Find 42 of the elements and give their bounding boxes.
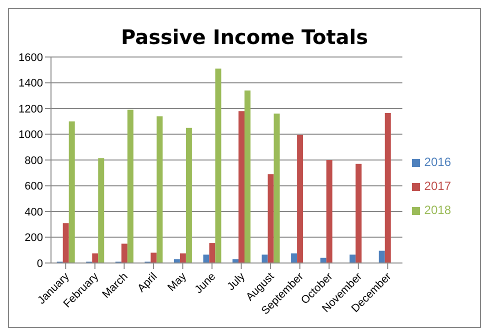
bar bbox=[297, 134, 304, 263]
y-tick-label: 0 bbox=[36, 258, 43, 270]
bar bbox=[326, 160, 332, 263]
y-tick-label: 200 bbox=[24, 232, 43, 244]
bar bbox=[180, 253, 186, 263]
bar bbox=[232, 259, 239, 263]
bar bbox=[174, 259, 180, 263]
bar bbox=[244, 90, 251, 263]
bar bbox=[150, 252, 157, 263]
x-tick-label: May bbox=[166, 270, 190, 294]
y-tick-label: 1600 bbox=[18, 52, 43, 64]
bar bbox=[186, 128, 192, 263]
y-tick-label: 800 bbox=[24, 154, 43, 167]
y-tick-label: 1400 bbox=[18, 78, 43, 90]
x-tick-label: July bbox=[225, 270, 248, 293]
y-tick-label: 600 bbox=[24, 180, 43, 193]
bar bbox=[291, 253, 298, 263]
bar bbox=[156, 116, 163, 263]
bar bbox=[350, 254, 356, 263]
bar bbox=[262, 254, 268, 263]
bar bbox=[127, 110, 134, 263]
bar bbox=[68, 121, 75, 263]
y-tick-label: 400 bbox=[24, 206, 43, 218]
y-tick-label: 1200 bbox=[18, 103, 43, 116]
bar bbox=[98, 158, 104, 263]
bar bbox=[268, 174, 274, 263]
bar bbox=[274, 114, 280, 263]
bar bbox=[215, 68, 222, 263]
bar bbox=[384, 113, 391, 263]
bar bbox=[356, 164, 362, 263]
bar bbox=[62, 223, 69, 263]
bar bbox=[121, 244, 128, 263]
chart-title: Passive Income Totals bbox=[120, 25, 370, 51]
bar bbox=[238, 111, 245, 263]
legend-label: 2018 bbox=[424, 203, 451, 217]
bar bbox=[92, 253, 98, 263]
bar bbox=[203, 254, 210, 263]
legend-label: 2016 bbox=[424, 155, 451, 169]
y-tick-label: 1000 bbox=[18, 129, 43, 142]
bar bbox=[378, 250, 385, 263]
legend-label: 2017 bbox=[424, 179, 451, 193]
bar bbox=[209, 243, 216, 263]
